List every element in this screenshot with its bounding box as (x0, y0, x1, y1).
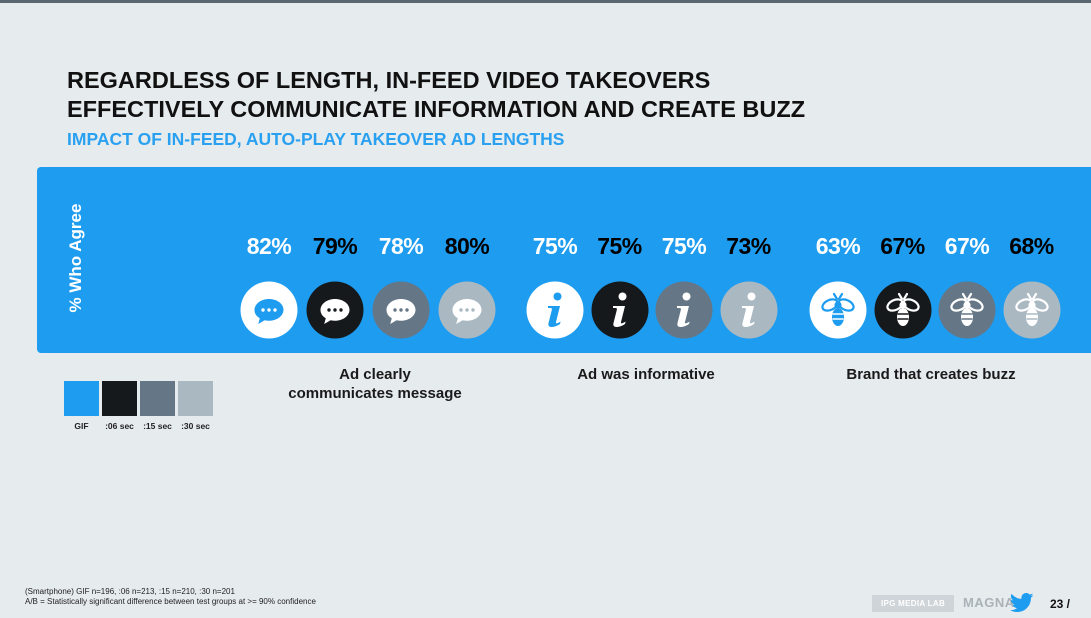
speech-bubble-icon (306, 281, 364, 339)
category-label: Brand that creates buzz (811, 365, 1051, 384)
legend-label-06-sec: :06 sec (105, 421, 134, 431)
value-label: 68% (1009, 233, 1054, 259)
speech-bubble-icon (240, 281, 298, 339)
category-label-line: communicates message (288, 385, 462, 402)
value-label: 82% (246, 233, 292, 259)
value-label: 75% (532, 233, 578, 259)
speech-bubble-icon (372, 281, 430, 339)
value-label: 67% (880, 233, 925, 259)
magna-logo: MAGNA (963, 595, 1015, 610)
speech-bubble-icon (438, 281, 496, 339)
ipg-media-lab-logo: IPG MEDIA LAB (872, 595, 954, 612)
value-label: 80% (444, 233, 490, 259)
page-number: 23 / (1050, 597, 1071, 611)
category-label-line: Ad was informative (577, 366, 715, 383)
footnote-line-2: A/B = Statistically significant differen… (25, 597, 316, 606)
value-label: 63% (815, 233, 861, 259)
footnote: (Smartphone) GIF n=196, :06 n=213, :15 n… (25, 587, 316, 607)
info-icon (720, 281, 778, 339)
category-label-line: Ad clearly (339, 366, 411, 383)
slide-title-line-1: REGARDLESS OF LENGTH, IN-FEED VIDEO TAKE… (67, 67, 711, 93)
legend-swatch-15-sec (140, 381, 175, 416)
legend-swatch-30-sec (178, 381, 213, 416)
slide-title: REGARDLESS OF LENGTH, IN-FEED VIDEO TAKE… (67, 66, 805, 124)
legend-label-gif: GIF (74, 421, 89, 431)
category-label: Ad clearly communicates message (255, 365, 495, 403)
info-icon (526, 281, 584, 339)
info-icon (655, 281, 713, 339)
slide-title-line-2: EFFECTIVELY COMMUNICATE INFORMATION AND … (67, 96, 806, 122)
category-label-line: Brand that creates buzz (846, 366, 1016, 383)
value-label: 73% (726, 233, 771, 259)
legend-label-15-sec: :15 sec (143, 421, 172, 431)
y-axis-label-text: % Who Agree (66, 203, 85, 313)
footnote-line-1: (Smartphone) GIF n=196, :06 n=213, :15 n… (25, 587, 235, 596)
legend-swatch-06-sec (102, 381, 137, 416)
slide-subtitle: IMPACT OF IN-FEED, AUTO-PLAY TAKEOVER AD… (67, 129, 565, 149)
top-rule (0, 0, 1091, 3)
bee-icon (874, 281, 932, 339)
value-label: 75% (661, 233, 707, 259)
category-label: Ad was informative (526, 365, 766, 384)
value-label: 79% (312, 233, 358, 259)
legend-label-30-sec: :30 sec (181, 421, 210, 431)
value-label: 67% (944, 233, 990, 259)
bee-icon (1003, 281, 1061, 339)
legend-swatch-gif (64, 381, 99, 416)
twitter-bird-icon (1010, 593, 1034, 612)
value-label: 78% (378, 233, 424, 259)
info-icon (591, 281, 649, 339)
bee-icon (809, 281, 867, 339)
bee-icon (938, 281, 996, 339)
value-label: 75% (597, 233, 642, 259)
